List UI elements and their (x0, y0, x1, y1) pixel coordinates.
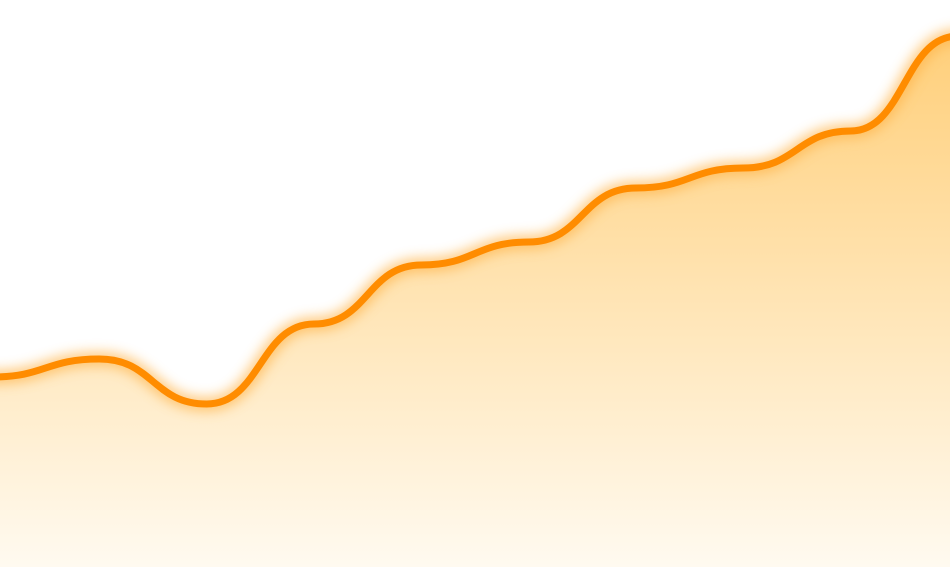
area-fill (0, 36, 950, 567)
series-line (0, 33, 950, 408)
